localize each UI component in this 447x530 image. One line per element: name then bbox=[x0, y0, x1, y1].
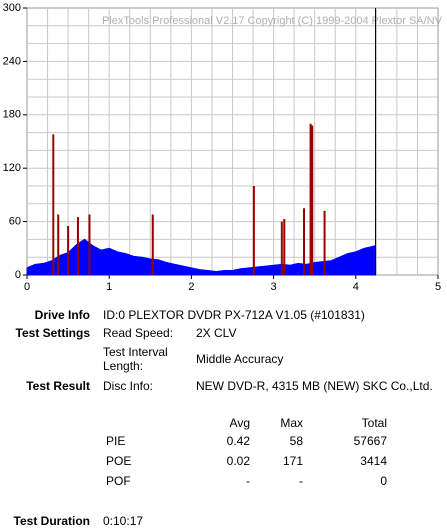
label: Drive Info bbox=[34, 308, 90, 322]
chart: PlexTools Professional V2.17 Copyright (… bbox=[3, 2, 443, 293]
cell: - bbox=[246, 474, 250, 488]
column-header: Total bbox=[361, 416, 387, 430]
label: Disc Info: bbox=[103, 379, 154, 393]
x-tick-label: 4 bbox=[353, 281, 359, 293]
area bbox=[26, 238, 377, 276]
y-tick-label: 60 bbox=[9, 216, 21, 228]
x-tick-label: 1 bbox=[106, 281, 112, 293]
x-tick-label: 2 bbox=[188, 281, 194, 293]
y-tick-label: 240 bbox=[3, 55, 21, 67]
x-tick-label: 5 bbox=[435, 281, 441, 293]
cell: 0.42 bbox=[226, 434, 250, 448]
value: Middle Accuracy bbox=[196, 352, 284, 366]
y-tick-label: 0 bbox=[15, 269, 21, 281]
cell: - bbox=[299, 474, 303, 488]
row-label: PIE bbox=[106, 434, 126, 448]
y-tick-label: 300 bbox=[3, 2, 21, 14]
cell: 57667 bbox=[353, 434, 387, 448]
value: 2X CLV bbox=[196, 326, 237, 340]
cell: 58 bbox=[289, 434, 303, 448]
cell: 0.02 bbox=[226, 454, 250, 468]
x-tick-label: 3 bbox=[271, 281, 277, 293]
row-label: POF bbox=[106, 474, 131, 488]
label: Test Result bbox=[26, 379, 90, 393]
value: ID:0 PLEXTOR DVDR PX-712A V1.05 (#101831… bbox=[103, 308, 365, 322]
y-tick-label: 180 bbox=[3, 109, 21, 121]
row-label: POE bbox=[106, 454, 132, 468]
grid bbox=[27, 8, 438, 275]
cell: 3414 bbox=[360, 454, 387, 468]
label: Test Duration bbox=[13, 514, 90, 528]
column-header: Max bbox=[280, 416, 303, 430]
value: NEW DVD-R, 4315 MB (NEW) SKC Co.,Ltd. bbox=[196, 379, 433, 393]
watermark: PlexTools Professional V2.17 Copyright (… bbox=[102, 15, 443, 27]
value: 0:10:17 bbox=[103, 514, 144, 528]
x-tick-label: 0 bbox=[24, 281, 30, 293]
label: Test Settings bbox=[15, 326, 90, 340]
cell: 171 bbox=[282, 454, 303, 468]
cell: 0 bbox=[380, 474, 387, 488]
label: Test Interval Length: bbox=[103, 345, 168, 373]
column-header: Avg bbox=[229, 416, 250, 430]
y-tick-label: 120 bbox=[3, 162, 21, 174]
label: Read Speed: bbox=[103, 326, 174, 340]
